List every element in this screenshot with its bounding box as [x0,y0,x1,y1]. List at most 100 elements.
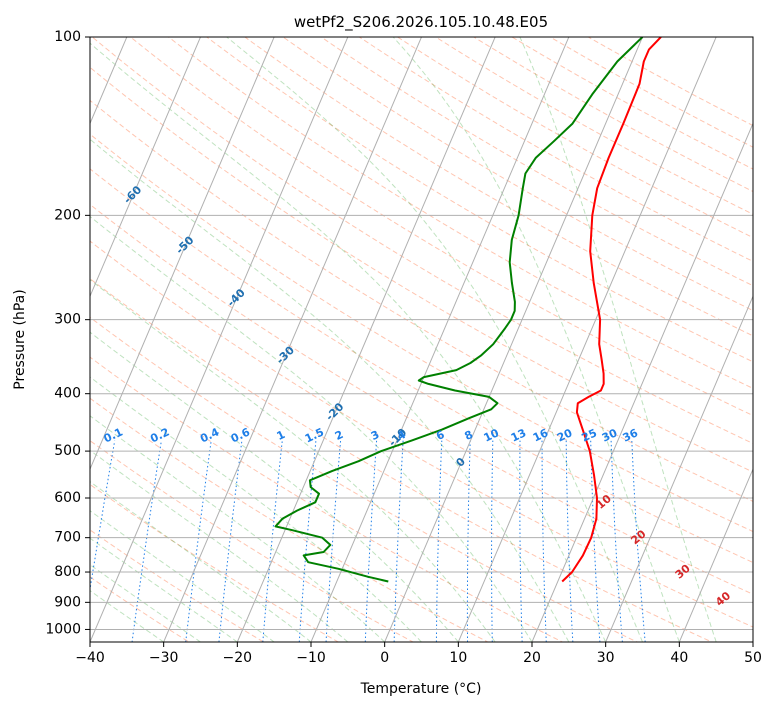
theta-label: 40 [713,589,733,609]
x-tick-label: 30 [597,650,615,666]
dry-adiabat [90,99,753,502]
mixing-ratio-line [631,440,646,642]
mixing-ratio-label: 13 [509,426,528,444]
mixing-ratio-line [466,440,471,642]
dry-adiabat [472,37,753,193]
moist-adiabat [90,376,422,642]
moist-adiabat [90,564,201,642]
isotherm-gridline [90,37,128,125]
dry-adiabat [90,316,639,642]
dry-adiabat [511,37,753,170]
isotherm-gridline [90,37,275,471]
x-tick-label: −40 [75,650,105,666]
x-tick-label: −20 [223,650,253,666]
isotherm-gridline [605,295,753,642]
isotherm-gridline [310,37,570,642]
isotherm-label: -70 [65,141,88,164]
mixing-ratio-label: 2 [333,428,345,443]
dry-adiabat [90,397,489,642]
isotherm-gridline [163,37,423,642]
moist-adiabat [392,37,680,642]
mixing-ratio-line [298,440,317,642]
dry-adiabat [90,529,265,642]
dry-adiabat [549,37,753,148]
isotherm-label: -40 [225,286,248,309]
dry-adiabat [205,37,753,363]
background-lines [90,37,753,642]
mixing-ratio-label: 25 [580,426,599,444]
y-tick-label: 200 [54,207,81,223]
mixing-ratio-line [218,440,243,642]
isotherm-label: 0 [453,455,468,470]
dewpoint-profile-line [274,37,644,583]
isotherm-gridline [236,37,496,642]
x-tick-label: 50 [744,650,762,666]
y-tick-label: 900 [54,594,81,610]
y-tick-label: 1000 [45,621,81,637]
x-tick-label: −30 [149,650,179,666]
moist-adiabat [90,415,386,642]
mixing-ratio-label: 10 [482,426,502,444]
moist-adiabat [90,589,164,642]
x-axis-label: Temperature (°C) [360,681,482,697]
dry-adiabat [90,356,564,642]
grid-lines [0,10,753,654]
isotherm-gridline [90,37,349,642]
mixing-ratio-label: 0.4 [198,425,221,445]
mixing-ratio-label: 1 [275,428,287,443]
mixing-ratio-label: 0.1 [102,425,125,445]
mixing-ratio-line [519,440,523,642]
mixing-ratio-line [490,440,494,642]
dry-adiabat [90,483,340,642]
y-axis-label: Pressure (hPa) [12,289,28,389]
isotherm-gridline [0,10,65,654]
y-tick-label: 300 [54,312,81,328]
mixing-ratio-line [541,440,547,642]
moist-adiabat [90,215,533,642]
y-tick-label: 800 [54,564,81,580]
mixing-ratio-line [610,440,623,642]
moist-adiabat [90,449,349,642]
x-tick-label: 0 [380,650,389,666]
mixing-ratio-label: 30 [600,426,620,444]
isotherm-gridline [752,640,753,642]
dry-adiabat [90,240,753,628]
isotherm-gridline [457,37,717,642]
dry-adiabat [358,37,753,262]
isotherm-label: -80 [11,96,34,119]
mixing-ratio-label: 36 [621,426,641,444]
x-tick-label: −10 [296,650,326,666]
moist-adiabat [519,37,717,642]
moist-adiabat [90,510,275,642]
y-tick-label: 100 [54,29,81,45]
moist-adiabat [90,331,459,642]
chart-title: wetPf2_S206.2026.105.10.48.E05 [294,13,548,32]
dry-adiabat [90,66,753,473]
isotherm-gridline [384,37,644,642]
isotherm-gridline [90,37,202,298]
dry-adiabat [90,168,753,564]
mixing-ratio-label: 0.2 [148,425,171,445]
y-tick-label: 700 [54,530,81,546]
moist-adiabat [90,42,607,642]
series-lines [274,37,662,583]
x-tick-label: 10 [449,650,467,666]
mixing-ratio-line [262,440,283,642]
moist-adiabat [90,138,570,642]
moist-adiabat [226,37,643,642]
x-tick-label: 20 [523,650,541,666]
inline-labels: -100-90-80-70-60-50-40-30-20-1000.10.20.… [11,96,734,609]
y-tick-label: 400 [54,386,81,402]
isotherm-label: -30 [274,343,297,366]
plot-frame [89,36,754,643]
dry-adiabat [587,37,753,127]
mixing-ratio-label: 6 [434,428,447,443]
moist-adiabat [90,481,312,642]
dry-adiabat [434,37,753,215]
isotherm-gridline [678,467,753,642]
isotherm-gridline [531,122,753,642]
x-tick-label: 40 [670,650,688,666]
dry-adiabat [396,37,753,239]
dry-adiabat [90,203,753,595]
